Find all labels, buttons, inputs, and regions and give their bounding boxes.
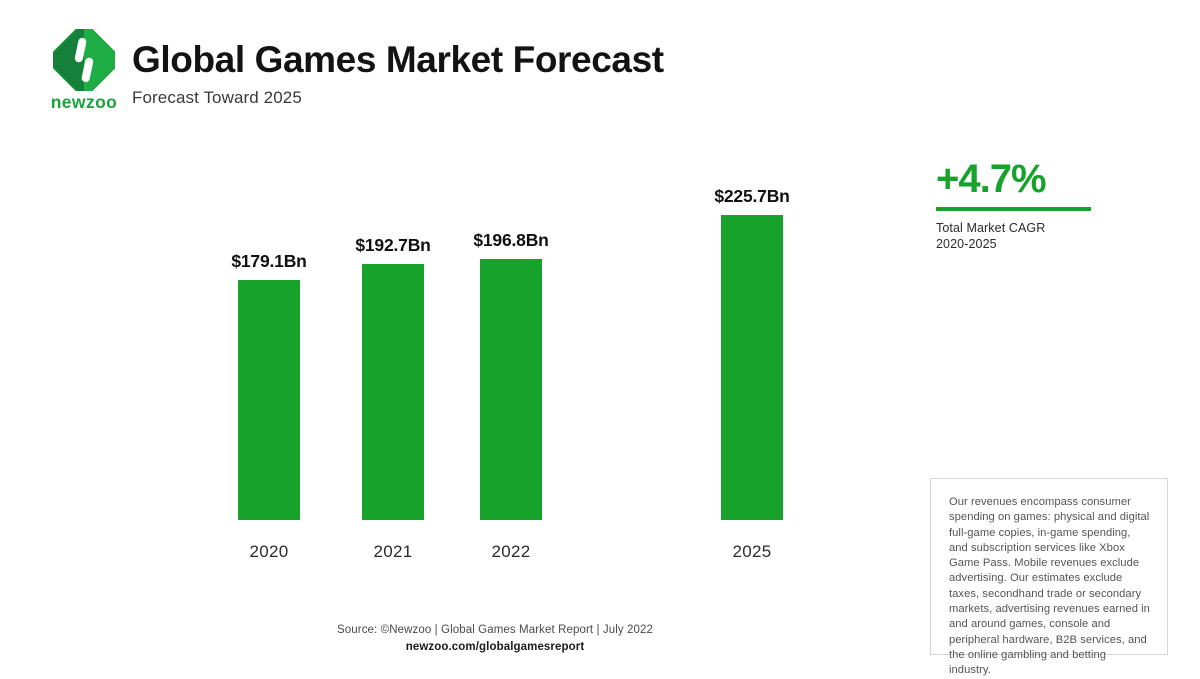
bar-value-label: $179.1Bn [231, 251, 307, 271]
source-footer: Source: ©Newzoo | Global Games Market Re… [0, 622, 990, 656]
cagr-caption: Total Market CAGR 2020-2025 [936, 220, 1176, 252]
cagr-stat-block: +4.7% Total Market CAGR 2020-2025 [936, 155, 1176, 252]
bar-category-label: 2020 [249, 542, 289, 561]
title-block: Global Games Market Forecast Forecast To… [132, 38, 664, 109]
brand-logo: newzoo [40, 29, 128, 113]
bar-category-label: 2021 [373, 542, 413, 561]
page-subtitle: Forecast Toward 2025 [132, 88, 302, 107]
bar-category-label: 2022 [491, 542, 531, 561]
bar-value-label: $225.7Bn [714, 186, 790, 206]
bar-2022[interactable] [480, 259, 542, 520]
source-url[interactable]: newzoo.com/globalgamesreport [405, 641, 585, 653]
cagr-value: +4.7% [936, 157, 1047, 201]
source-citation: Source: ©Newzoo | Global Games Market Re… [337, 624, 653, 636]
bar-chart-plot: $179.1Bn 2020 $192.7Bn 2021 $196.8Bn 202… [200, 150, 840, 561]
bar-2021[interactable] [362, 264, 424, 520]
stat-divider-rule [936, 207, 1091, 211]
bar-2020[interactable] [238, 280, 300, 520]
methodology-text: Our revenues encompass consumer spending… [949, 496, 1150, 677]
cagr-caption-line1: Total Market CAGR [936, 221, 1046, 235]
brand-wordmark: newzoo [50, 92, 118, 112]
page-header: newzoo Global Games Market Forecast Fore… [0, 0, 1200, 130]
newzoo-diamond-icon [53, 29, 115, 91]
cagr-caption-line2: 2020-2025 [936, 237, 997, 251]
bar-category-label: 2025 [732, 542, 772, 561]
chart-area: $179.1Bn 2020 $192.7Bn 2021 $196.8Bn 202… [200, 150, 840, 653]
methodology-box: Our revenues encompass consumer spending… [930, 478, 1168, 676]
page-title: Global Games Market Forecast [132, 39, 664, 80]
bar-2025[interactable] [721, 215, 783, 520]
bar-value-label: $196.8Bn [473, 230, 549, 250]
bar-value-label: $192.7Bn [355, 235, 431, 255]
